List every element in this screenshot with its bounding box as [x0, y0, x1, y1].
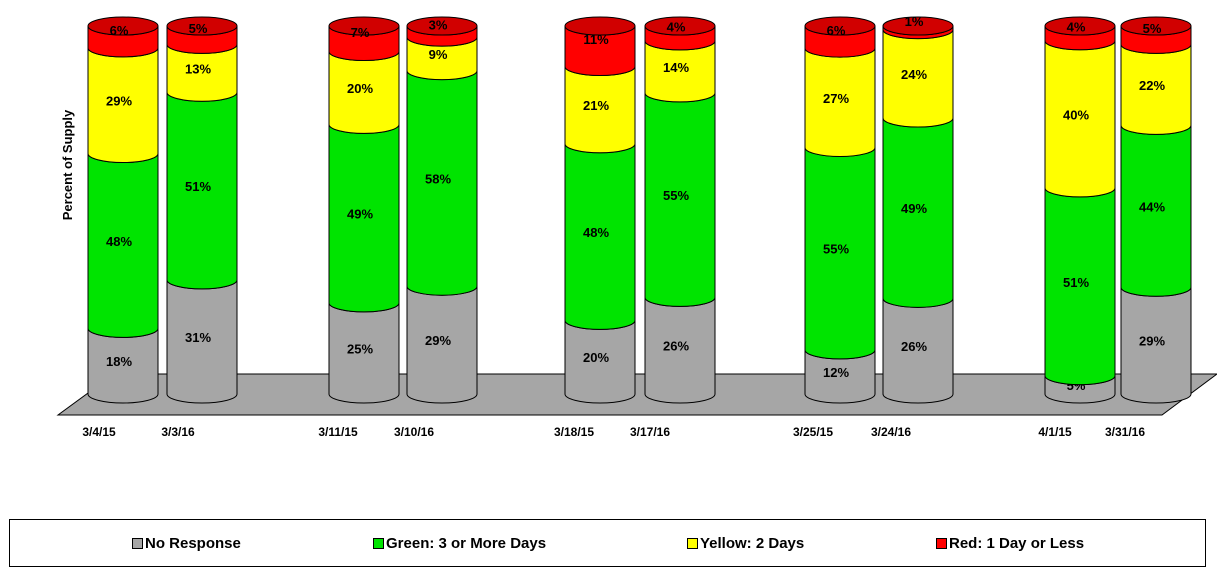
data-label: 31%: [185, 330, 211, 345]
legend-swatch-red: [936, 537, 947, 549]
data-label: 26%: [901, 339, 927, 354]
data-label: 58%: [425, 171, 451, 186]
data-label: 1%: [905, 14, 924, 29]
bar-top-cap: [804, 16, 876, 36]
data-label: 29%: [425, 333, 451, 348]
data-label: 3%: [429, 18, 448, 33]
data-label: 29%: [1139, 334, 1165, 349]
data-label: 40%: [1063, 107, 1089, 122]
data-label: 29%: [106, 94, 132, 109]
data-label: 51%: [1063, 275, 1089, 290]
data-label: 22%: [1139, 78, 1165, 93]
data-label: 11%: [583, 32, 609, 47]
legend-label: Yellow: 2 Days: [700, 534, 805, 552]
data-label: 27%: [823, 91, 849, 106]
data-label: 18%: [106, 354, 132, 369]
legend-label: No Response: [145, 534, 241, 552]
bar-top-cap: [882, 16, 954, 36]
bar-stack: 20% 48% 21% 11%: [564, 16, 636, 404]
bar-stack: 25% 49% 20% 7%: [328, 16, 400, 404]
bar-stack: 26% 55% 14% 4%: [644, 16, 716, 404]
bar-stack: 18% 48% 29% 6%: [87, 16, 159, 404]
legend-item-yellow: Yellow: 2 Days: [687, 520, 804, 566]
x-tick-label: 3/24/16: [871, 425, 911, 439]
data-label: 26%: [663, 339, 689, 354]
legend-swatch-yellow: [687, 537, 698, 549]
bar-stack: 26% 49% 24% 1%: [882, 14, 954, 404]
data-label: 51%: [185, 179, 211, 194]
y-axis-label: Percent of Supply: [60, 109, 75, 220]
bars: 18% 48% 29% 6% 31% 51% 13% 5% 25% 49% 20% 7% 29% 58% 9…: [87, 14, 1192, 404]
legend-swatch-green: [373, 537, 384, 549]
data-label: 14%: [663, 60, 689, 75]
data-label: 6%: [110, 23, 129, 38]
data-label: 12%: [823, 365, 849, 380]
x-tick-label: 3/25/15: [793, 425, 833, 439]
data-label: 5%: [1143, 21, 1162, 36]
data-label: 13%: [185, 61, 211, 76]
stacked-bar-chart: 18% 48% 29% 6% 31% 51% 13% 5% 25% 49% 20% 7% 29% 58% 9…: [56, 14, 1217, 439]
data-label: 6%: [827, 23, 846, 38]
bar-top-cap: [1120, 16, 1192, 36]
bar-top-cap: [87, 16, 159, 36]
legend-item-green: Green: 3 or More Days: [373, 520, 546, 566]
x-tick-label: 3/4/15: [82, 425, 116, 439]
bar-stack: 12% 55% 27% 6%: [804, 16, 876, 404]
bar-top-cap: [166, 16, 238, 36]
bar-top-cap: [644, 16, 716, 36]
bar-stack: 31% 51% 13% 5%: [166, 16, 238, 404]
data-label: 5%: [189, 21, 208, 36]
x-tick-label: 3/17/16: [630, 425, 670, 439]
data-label: 48%: [583, 225, 609, 240]
legend-swatch-gray: [132, 537, 143, 549]
legend: No Response Green: 3 or More Days Yellow…: [9, 519, 1206, 567]
data-label: 20%: [347, 81, 373, 96]
bar-top-cap: [564, 16, 636, 36]
x-tick-label: 3/10/16: [394, 425, 434, 439]
data-label: 24%: [901, 67, 927, 82]
data-label: 4%: [667, 19, 686, 34]
data-label: 4%: [1067, 19, 1086, 34]
data-label: 49%: [901, 201, 927, 216]
legend-label: Green: 3 or More Days: [386, 534, 547, 552]
x-tick-label: 3/18/15: [554, 425, 594, 439]
bar-stack: 29% 44% 22% 5%: [1120, 16, 1192, 404]
bar-top-cap: [328, 16, 400, 36]
legend-item-red: Red: 1 Day or Less: [936, 520, 1084, 566]
data-label: 7%: [351, 25, 370, 40]
x-tick-label: 3/11/15: [318, 425, 358, 439]
bar-top-cap: [406, 16, 478, 36]
data-label: 21%: [583, 98, 609, 113]
bar-stack: 5%51%40%4%: [1044, 16, 1116, 404]
data-label: 44%: [1139, 199, 1165, 214]
x-tick-label: 4/1/15: [1038, 425, 1072, 439]
data-label: 49%: [347, 207, 373, 222]
x-tick-label: 3/3/16: [161, 425, 195, 439]
legend-label: Red: 1 Day or Less: [949, 534, 1085, 552]
bar-top-cap: [1044, 16, 1116, 36]
x-tick-label: 3/31/16: [1105, 425, 1145, 439]
data-label: 55%: [663, 188, 689, 203]
data-label: 55%: [823, 242, 849, 257]
x-axis-tick-labels: 3/4/15 3/3/16 3/11/15 3/10/16 3/18/15 3/17/16…: [82, 425, 1145, 439]
data-label: 48%: [106, 234, 132, 249]
data-label: 20%: [583, 350, 609, 365]
data-label: 25%: [347, 341, 373, 356]
data-label: 9%: [429, 47, 448, 62]
legend-item-no-response: No Response: [132, 520, 241, 566]
bar-stack: 29% 58% 9% 3%: [406, 16, 478, 404]
